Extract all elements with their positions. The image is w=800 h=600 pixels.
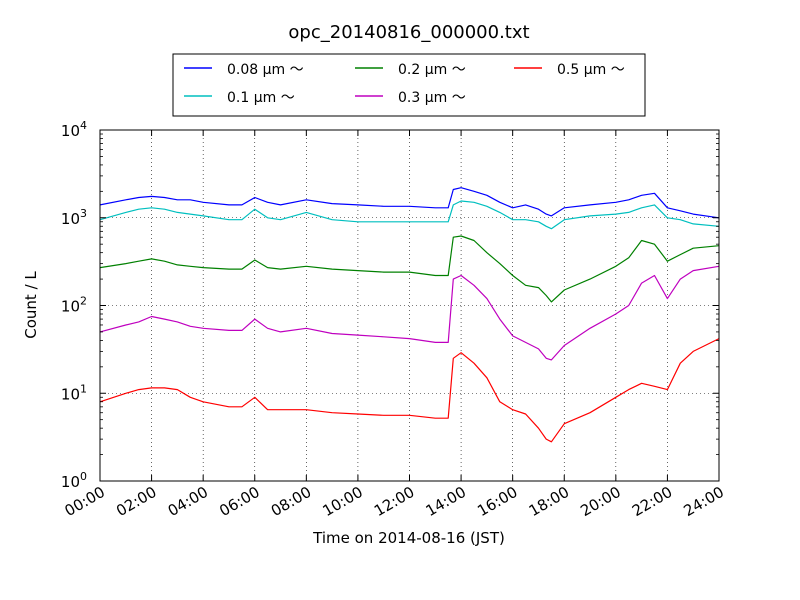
grid (100, 130, 719, 481)
series-line-3 (99, 235, 720, 303)
legend-frame (172, 53, 646, 117)
legend-label: 0.2 μm ～ (398, 62, 466, 78)
legend-label: 0.1 μm ～ (227, 90, 295, 106)
chart-title: opc_20140816_000000.txt (288, 22, 529, 43)
series-lines (99, 187, 720, 443)
series-line-5 (99, 338, 720, 443)
series-line-4 (99, 265, 720, 361)
y-axis-label: Count / L (22, 271, 40, 339)
legend-label: 0.5 μm ～ (557, 62, 625, 78)
legend: 0.08 μm ～ 0.1 μm ～ 0.2 μm ～ 0.3 μm ～ 0.5 μm … (172, 53, 646, 117)
y-tick-label: 104 (61, 119, 87, 140)
y-tick-label: 102 (61, 295, 87, 316)
legend-label: 0.3 μm ～ (398, 90, 466, 106)
series-line-2 (99, 200, 720, 230)
x-axis-label: Time on 2014-08-16 (JST) (312, 529, 505, 547)
y-tick-label: 100 (61, 470, 87, 491)
y-axis-ticks: 100 101 102 103 104 (61, 119, 719, 491)
y-tick-label: 103 (61, 207, 87, 228)
legend-label: 0.08 μm ～ (227, 62, 304, 78)
y-tick-label: 101 (61, 382, 87, 403)
series-line-1 (99, 187, 720, 219)
